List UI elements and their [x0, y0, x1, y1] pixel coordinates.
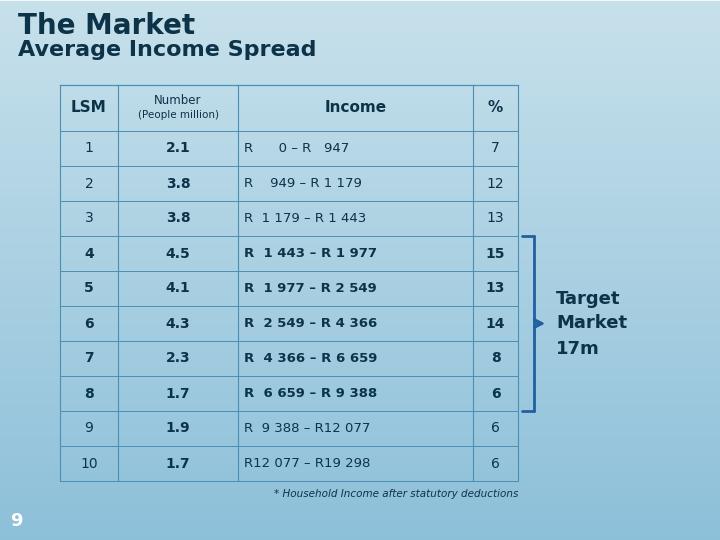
Text: 2.1: 2.1 — [166, 141, 190, 156]
FancyBboxPatch shape — [60, 341, 518, 376]
Text: 4.3: 4.3 — [166, 316, 190, 330]
Text: 9: 9 — [10, 512, 22, 530]
Text: 1.7: 1.7 — [166, 456, 190, 470]
Text: 7: 7 — [491, 141, 500, 156]
Text: 13: 13 — [487, 212, 504, 226]
FancyBboxPatch shape — [60, 376, 518, 411]
Text: 6: 6 — [491, 456, 500, 470]
FancyBboxPatch shape — [60, 85, 518, 131]
Text: R12 077 – R19 298: R12 077 – R19 298 — [244, 457, 370, 470]
FancyBboxPatch shape — [60, 306, 518, 341]
FancyBboxPatch shape — [60, 411, 518, 446]
FancyBboxPatch shape — [60, 166, 518, 201]
Text: R  9 388 – R12 077: R 9 388 – R12 077 — [244, 422, 370, 435]
Text: Number: Number — [154, 94, 202, 107]
Text: R  1 443 – R 1 977: R 1 443 – R 1 977 — [244, 247, 377, 260]
FancyBboxPatch shape — [60, 236, 518, 271]
Text: 9: 9 — [84, 422, 94, 435]
Text: 15: 15 — [486, 246, 505, 260]
Text: 12: 12 — [487, 177, 504, 191]
Text: 8: 8 — [84, 387, 94, 401]
Text: %: % — [488, 100, 503, 116]
FancyBboxPatch shape — [60, 131, 518, 166]
Text: LSM: LSM — [71, 100, 107, 116]
Text: (People million): (People million) — [138, 110, 218, 120]
FancyBboxPatch shape — [60, 446, 518, 481]
Text: 1: 1 — [84, 141, 94, 156]
Text: * Household Income after statutory deductions: * Household Income after statutory deduc… — [274, 489, 518, 499]
Text: 4.1: 4.1 — [166, 281, 190, 295]
Text: 7: 7 — [84, 352, 94, 366]
Text: Average Income Spread: Average Income Spread — [18, 40, 317, 60]
Text: Income: Income — [325, 100, 387, 116]
Text: 2: 2 — [85, 177, 94, 191]
Text: 1.7: 1.7 — [166, 387, 190, 401]
Text: R      0 – R   947: R 0 – R 947 — [244, 142, 349, 155]
Text: 4: 4 — [84, 246, 94, 260]
Text: 4.5: 4.5 — [166, 246, 190, 260]
Text: Target
Market
17m: Target Market 17m — [556, 289, 627, 357]
Text: R  2 549 – R 4 366: R 2 549 – R 4 366 — [244, 317, 377, 330]
Text: 6: 6 — [84, 316, 94, 330]
Text: 3.8: 3.8 — [166, 177, 190, 191]
Text: 8: 8 — [490, 352, 500, 366]
Text: 1.9: 1.9 — [166, 422, 190, 435]
Text: The Market: The Market — [18, 12, 195, 40]
Text: 2.3: 2.3 — [166, 352, 190, 366]
Text: 3: 3 — [85, 212, 94, 226]
Text: R  1 179 – R 1 443: R 1 179 – R 1 443 — [244, 212, 366, 225]
Text: 5: 5 — [84, 281, 94, 295]
Text: R  6 659 – R 9 388: R 6 659 – R 9 388 — [244, 387, 377, 400]
Text: 14: 14 — [486, 316, 505, 330]
Text: R  1 977 – R 2 549: R 1 977 – R 2 549 — [244, 282, 377, 295]
FancyBboxPatch shape — [60, 201, 518, 236]
Text: R  4 366 – R 6 659: R 4 366 – R 6 659 — [244, 352, 377, 365]
Text: 10: 10 — [80, 456, 98, 470]
Text: 6: 6 — [491, 387, 500, 401]
FancyBboxPatch shape — [60, 271, 518, 306]
Text: 3.8: 3.8 — [166, 212, 190, 226]
Text: 13: 13 — [486, 281, 505, 295]
Text: 6: 6 — [491, 422, 500, 435]
Text: R    949 – R 1 179: R 949 – R 1 179 — [244, 177, 362, 190]
